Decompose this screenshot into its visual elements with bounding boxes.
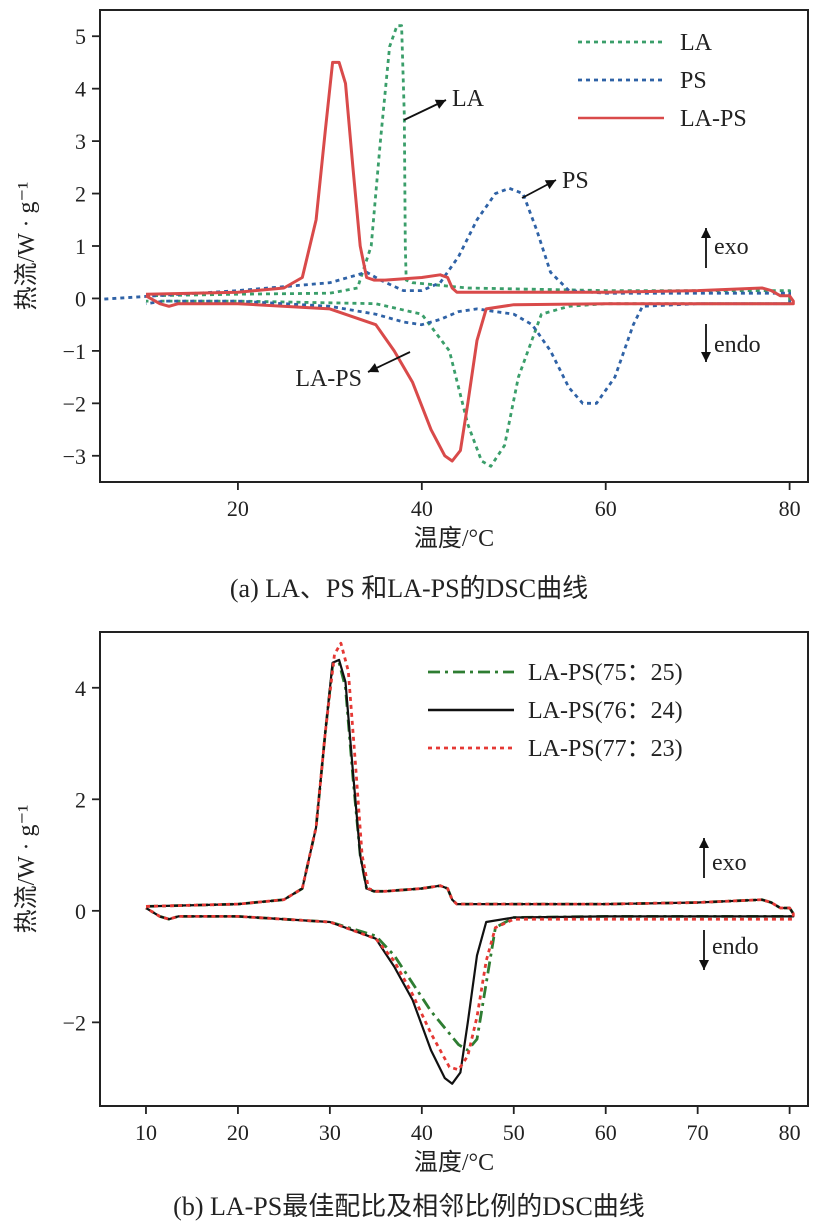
chart-panel-b: 10 20 30 40 50 60 70 80 −2 0 2 4 温度/°C 热流/W · g⁻¹ LA-P… xyxy=(0,620,818,1232)
la-annotation: LA xyxy=(452,86,485,112)
x-axis-title: 温度/°C xyxy=(414,525,494,552)
x-tick-label: 10 xyxy=(135,1120,157,1145)
y-tick-label: −3 xyxy=(63,444,86,469)
la-annotation-arrow xyxy=(403,99,447,121)
x-tick-label: 60 xyxy=(595,1120,617,1145)
series-line-2 xyxy=(145,658,795,1085)
x-tick-label: 60 xyxy=(595,496,617,521)
laps-annotation-arrow xyxy=(367,351,411,373)
laps-annotation: LA-PS xyxy=(295,366,362,392)
y-tick-label: 2 xyxy=(75,787,86,812)
x-tick-label: 50 xyxy=(503,1120,525,1145)
series-line-3 xyxy=(145,60,795,463)
legend-label: LA-PS(76：24) xyxy=(528,698,683,724)
y-tick-label: 0 xyxy=(75,286,86,311)
x-axis-title: 温度/°C xyxy=(414,1149,494,1176)
legend-label: LA-PS(77：23) xyxy=(528,736,683,762)
legend-label: LA xyxy=(680,30,713,56)
endo-arrow xyxy=(701,324,711,362)
endo-label: endo xyxy=(714,332,761,358)
y-axis-title: 热流/W · g⁻¹ xyxy=(13,805,40,934)
series-line-1 xyxy=(145,661,795,1052)
y-tick-label: 1 xyxy=(75,234,86,259)
y-axis-title: 热流/W · g⁻¹ xyxy=(13,182,40,311)
exo-label: exo xyxy=(712,850,747,876)
series-line-3 xyxy=(145,641,795,1072)
exo-arrow xyxy=(699,838,709,878)
exo-label: exo xyxy=(714,234,749,260)
legend-label: LA-PS(75：25) xyxy=(528,660,683,686)
caption-a: (a) LA、PS 和LA-PS的DSC曲线 xyxy=(229,574,589,603)
y-tick-label: 0 xyxy=(75,899,86,924)
x-tick-label: 30 xyxy=(319,1120,341,1145)
y-tick-label: 4 xyxy=(75,676,86,701)
x-tick-label: 80 xyxy=(779,496,801,521)
chart-panel-a: 20 40 60 80 −3 −2 −1 0 1 2 3 4 5 温度/°C 热流/W · g⁻¹ LA PS L… xyxy=(0,0,818,610)
y-tick-label: 2 xyxy=(75,182,86,207)
dsc-chart-a: 20 40 60 80 −3 −2 −1 0 1 2 3 4 5 温度/°C 热流/W · g⁻¹ LA PS L… xyxy=(13,9,809,552)
ps-annotation: PS xyxy=(562,168,589,194)
x-tick-label: 40 xyxy=(411,496,433,521)
plot-frame xyxy=(99,631,809,1107)
ps-annotation-arrow xyxy=(521,179,557,199)
legend-label: LA-PS xyxy=(680,106,747,132)
x-tick-label: 20 xyxy=(227,496,249,521)
y-tick-label: 3 xyxy=(75,129,86,154)
x-tick-label: 40 xyxy=(411,1120,433,1145)
y-tick-label: −2 xyxy=(63,1010,86,1035)
y-tick-label: 4 xyxy=(75,77,86,102)
endo-arrow xyxy=(699,930,709,970)
endo-label: endo xyxy=(712,934,759,960)
y-tick-label: −1 xyxy=(63,339,86,364)
x-tick-label: 80 xyxy=(779,1120,801,1145)
legend-label: PS xyxy=(680,68,707,94)
caption-b: (b) LA-PS最佳配比及相邻比例的DSC曲线 xyxy=(173,1192,645,1221)
dsc-chart-b: 10 20 30 40 50 60 70 80 −2 0 2 4 温度/°C 热流/W · g⁻¹ LA-P… xyxy=(13,631,809,1176)
exo-arrow xyxy=(701,228,711,268)
x-tick-label: 70 xyxy=(687,1120,709,1145)
y-tick-label: 5 xyxy=(75,24,86,49)
y-tick-label: −2 xyxy=(63,391,86,416)
series-line-1 xyxy=(145,24,791,468)
x-tick-label: 20 xyxy=(227,1120,249,1145)
